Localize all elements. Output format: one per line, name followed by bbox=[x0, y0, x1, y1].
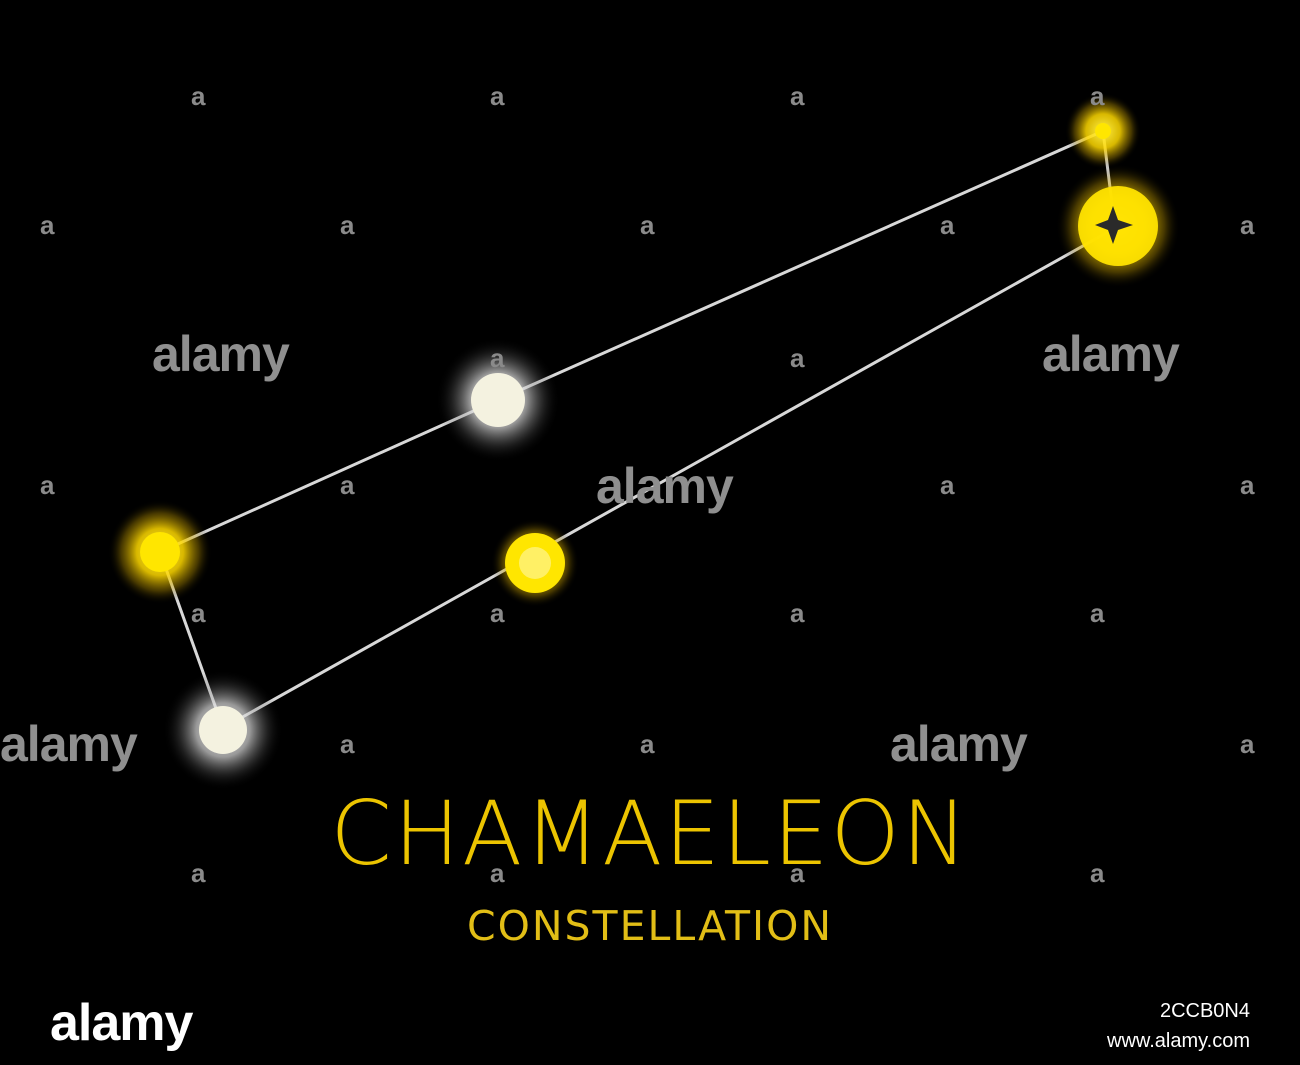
watermark-logo: alamy bbox=[1042, 326, 1180, 382]
star-right-big-sparkle bbox=[1095, 206, 1133, 244]
watermark-mark: a bbox=[790, 858, 805, 888]
watermark-mark: a bbox=[340, 210, 355, 240]
watermark-mark: a bbox=[940, 470, 955, 500]
watermark-mark: a bbox=[1240, 210, 1255, 240]
watermark-mark: a bbox=[40, 470, 55, 500]
line-center-to-topright bbox=[496, 129, 1105, 402]
watermark-mark: a bbox=[490, 858, 505, 888]
watermark-mark: a bbox=[1240, 729, 1255, 759]
stock-url: www.alamy.com bbox=[1107, 1030, 1250, 1052]
stock-logo: alamy bbox=[50, 994, 193, 1052]
constellation-subtitle: CONSTELLATION bbox=[466, 902, 834, 950]
watermark-mark: a bbox=[640, 729, 655, 759]
line-right-to-bottom bbox=[221, 226, 1117, 730]
star-center-white bbox=[471, 373, 525, 427]
watermark-mark: a bbox=[790, 598, 805, 628]
stock-image-id: 2CCB0N4 bbox=[1159, 1000, 1250, 1022]
watermark-mark: a bbox=[340, 729, 355, 759]
constellation-lines bbox=[158, 129, 1117, 730]
watermark-mark: a bbox=[640, 210, 655, 240]
watermark-mark: a bbox=[1090, 858, 1105, 888]
star-left-yellow bbox=[140, 532, 180, 572]
watermark-logo: alamy bbox=[890, 716, 1028, 772]
watermark-logo: alamy bbox=[0, 716, 138, 772]
watermark-mark: a bbox=[490, 81, 505, 111]
star-glows bbox=[108, 93, 1180, 790]
watermark-mark: a bbox=[191, 598, 206, 628]
watermark-mark: a bbox=[490, 598, 505, 628]
watermark-mark: a bbox=[790, 81, 805, 111]
star-cores bbox=[140, 123, 1158, 754]
watermark-mark: a bbox=[790, 343, 805, 373]
watermark-logo: alamy bbox=[152, 326, 290, 382]
star-center-yellow-inner bbox=[519, 547, 551, 579]
star-top-right-small bbox=[1095, 123, 1111, 139]
constellation-title: CHAMAELEON bbox=[330, 782, 970, 885]
watermark-logo: alamy bbox=[596, 458, 734, 514]
watermark-mark: a bbox=[340, 470, 355, 500]
watermark-mark: a bbox=[490, 343, 505, 373]
stock-footer bbox=[0, 985, 1300, 1065]
watermark-mark: a bbox=[1090, 598, 1105, 628]
star-bottom-white bbox=[199, 706, 247, 754]
watermark-mark: a bbox=[1090, 81, 1105, 111]
watermark-mark: a bbox=[40, 210, 55, 240]
watermark-mark: a bbox=[940, 210, 955, 240]
watermark-mark: a bbox=[191, 858, 206, 888]
watermark-mark: a bbox=[1240, 470, 1255, 500]
watermark-mark: a bbox=[191, 81, 206, 111]
